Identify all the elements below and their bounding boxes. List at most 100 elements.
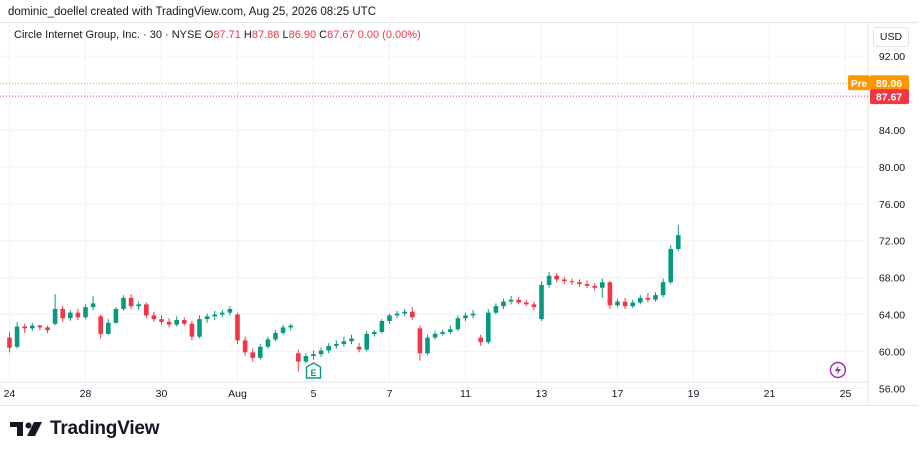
candle <box>75 308 81 321</box>
brand-footer: TradingView <box>10 418 160 440</box>
candle <box>30 322 35 332</box>
candle-body <box>14 326 20 347</box>
candle <box>182 317 187 326</box>
candle-body <box>7 337 12 348</box>
candle-body <box>676 235 681 249</box>
candle <box>638 295 643 305</box>
candle-body <box>554 275 559 280</box>
candle <box>425 334 430 356</box>
candle <box>645 293 651 303</box>
candle-body <box>341 341 347 345</box>
candle <box>387 313 392 324</box>
candle <box>52 294 58 326</box>
candle <box>432 331 438 340</box>
candle <box>204 313 210 323</box>
x-tick-label: 21 <box>764 388 776 400</box>
candle <box>676 224 681 251</box>
candle <box>106 319 111 335</box>
candle-body <box>212 314 217 317</box>
candle <box>303 353 309 364</box>
candle <box>349 334 354 345</box>
candle-body <box>425 337 430 354</box>
candle-body <box>296 353 301 362</box>
y-tick-label: 92.00 <box>879 51 905 63</box>
earnings-marker-icon[interactable]: E <box>305 362 322 379</box>
candle <box>7 332 12 353</box>
candle <box>546 272 552 288</box>
lightning-marker-icon[interactable] <box>829 361 847 379</box>
candle-body <box>349 338 354 342</box>
candle-body <box>668 248 673 283</box>
candle-body <box>524 302 529 305</box>
candle <box>90 296 96 310</box>
candle-body <box>182 320 187 324</box>
candle <box>501 298 506 309</box>
x-tick-label: 19 <box>688 388 700 400</box>
candle-body <box>562 279 567 282</box>
candle-body <box>98 316 103 334</box>
candle-body <box>303 356 309 362</box>
candle <box>410 307 415 321</box>
legend-symbol: Circle Internet Group, Inc. · 30 · NYSE <box>14 29 202 41</box>
candle <box>455 315 461 332</box>
legend-open-label: O <box>204 29 214 41</box>
earnings-marker-shape <box>305 362 322 379</box>
x-tick-label: 25 <box>840 388 852 400</box>
candle <box>37 324 43 331</box>
candle <box>22 323 27 333</box>
candle-body <box>622 301 628 307</box>
candle-body <box>326 345 331 351</box>
candle <box>174 316 179 327</box>
candle-body <box>470 313 476 316</box>
candle <box>68 309 73 321</box>
candle-body <box>52 308 58 324</box>
candle <box>288 323 293 331</box>
candle-body <box>318 350 324 355</box>
candle-body <box>645 297 651 300</box>
candle-body <box>546 275 552 285</box>
candle-body <box>584 284 590 286</box>
candle-body <box>630 302 635 307</box>
pre-market-price-badge <box>870 75 909 91</box>
y-tick-label: 72.00 <box>879 236 905 248</box>
candle-body <box>136 304 141 307</box>
candle <box>584 280 590 288</box>
pre-market-tag <box>848 75 870 91</box>
candle <box>258 344 263 360</box>
candle-body <box>387 315 392 321</box>
candle <box>478 334 483 346</box>
candle-body <box>508 299 514 302</box>
candle-body <box>607 282 613 306</box>
candle-body <box>151 315 157 320</box>
candle-body <box>189 323 195 337</box>
candle <box>668 245 673 285</box>
candle <box>592 283 597 291</box>
candle <box>128 294 134 309</box>
x-tick-label: 13 <box>536 388 548 400</box>
legend-open: 87.71 <box>213 29 241 41</box>
candle <box>630 299 635 309</box>
candle <box>448 325 453 334</box>
candle <box>235 312 240 345</box>
candle <box>600 278 605 298</box>
candle-body <box>577 282 582 285</box>
candle-body <box>539 284 544 320</box>
candle <box>60 306 65 322</box>
candle <box>607 281 613 309</box>
candle <box>470 309 476 319</box>
x-tick-label: 11 <box>460 388 471 400</box>
candle <box>562 276 567 285</box>
pre-market-tag-label: Pre <box>851 79 868 90</box>
candle-body <box>592 285 597 288</box>
candle <box>653 292 658 302</box>
candle-body <box>653 295 658 300</box>
candle <box>660 278 666 297</box>
candle <box>250 348 255 362</box>
currency-button[interactable]: USD <box>873 27 909 47</box>
candle-body <box>410 311 415 318</box>
y-tick-label: 64.00 <box>879 309 905 321</box>
candle-body <box>144 304 149 316</box>
candle <box>45 325 50 333</box>
candle-body <box>60 308 65 319</box>
